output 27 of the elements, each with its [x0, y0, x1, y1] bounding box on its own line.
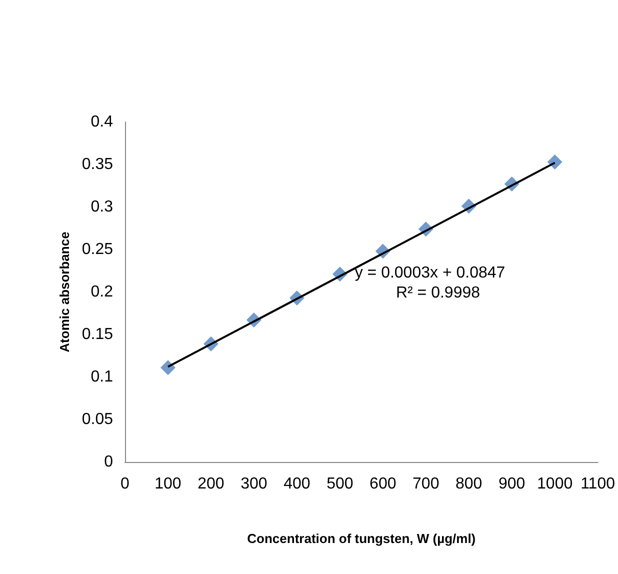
- x-tick-label: 300: [240, 476, 268, 492]
- x-tick-label: 100: [154, 476, 182, 492]
- x-axis-title: Concentration of tungsten, W (µg/ml): [247, 531, 476, 546]
- x-tick-label: 200: [198, 476, 224, 492]
- x-tick-label: 400: [284, 476, 310, 492]
- y-tick-label: 0.25: [82, 241, 114, 258]
- y-tick-label: 0.15: [82, 326, 114, 343]
- x-tick-label: 0: [120, 476, 130, 492]
- point: [160, 360, 176, 376]
- y-tick-label: 0.1: [90, 368, 114, 386]
- y-axis-title: Atomic absorbance: [56, 232, 72, 352]
- annotation: R² = 0.9998: [396, 284, 480, 302]
- y-tick-label: 0.2: [90, 284, 114, 300]
- x-tick-label: 600: [370, 476, 396, 492]
- y-tick-label: 0.3: [90, 198, 114, 216]
- y-tick-label: 0: [104, 454, 114, 470]
- x-tick-label: 1000: [537, 476, 573, 492]
- y-tick-label: 0.05: [82, 411, 114, 428]
- y-tick-label: 0.35: [82, 156, 114, 173]
- x-tick-label: 900: [498, 476, 526, 492]
- x-tick-label: 800: [456, 476, 482, 492]
- x-tick-label: 500: [326, 476, 354, 492]
- x-tick-label: 1100: [580, 476, 616, 492]
- y-tick-label: 0.4: [90, 114, 114, 130]
- point: [547, 154, 562, 170]
- x-tick-label: 700: [412, 476, 440, 492]
- annotation: y = 0.0003x + 0.0847: [354, 264, 506, 282]
